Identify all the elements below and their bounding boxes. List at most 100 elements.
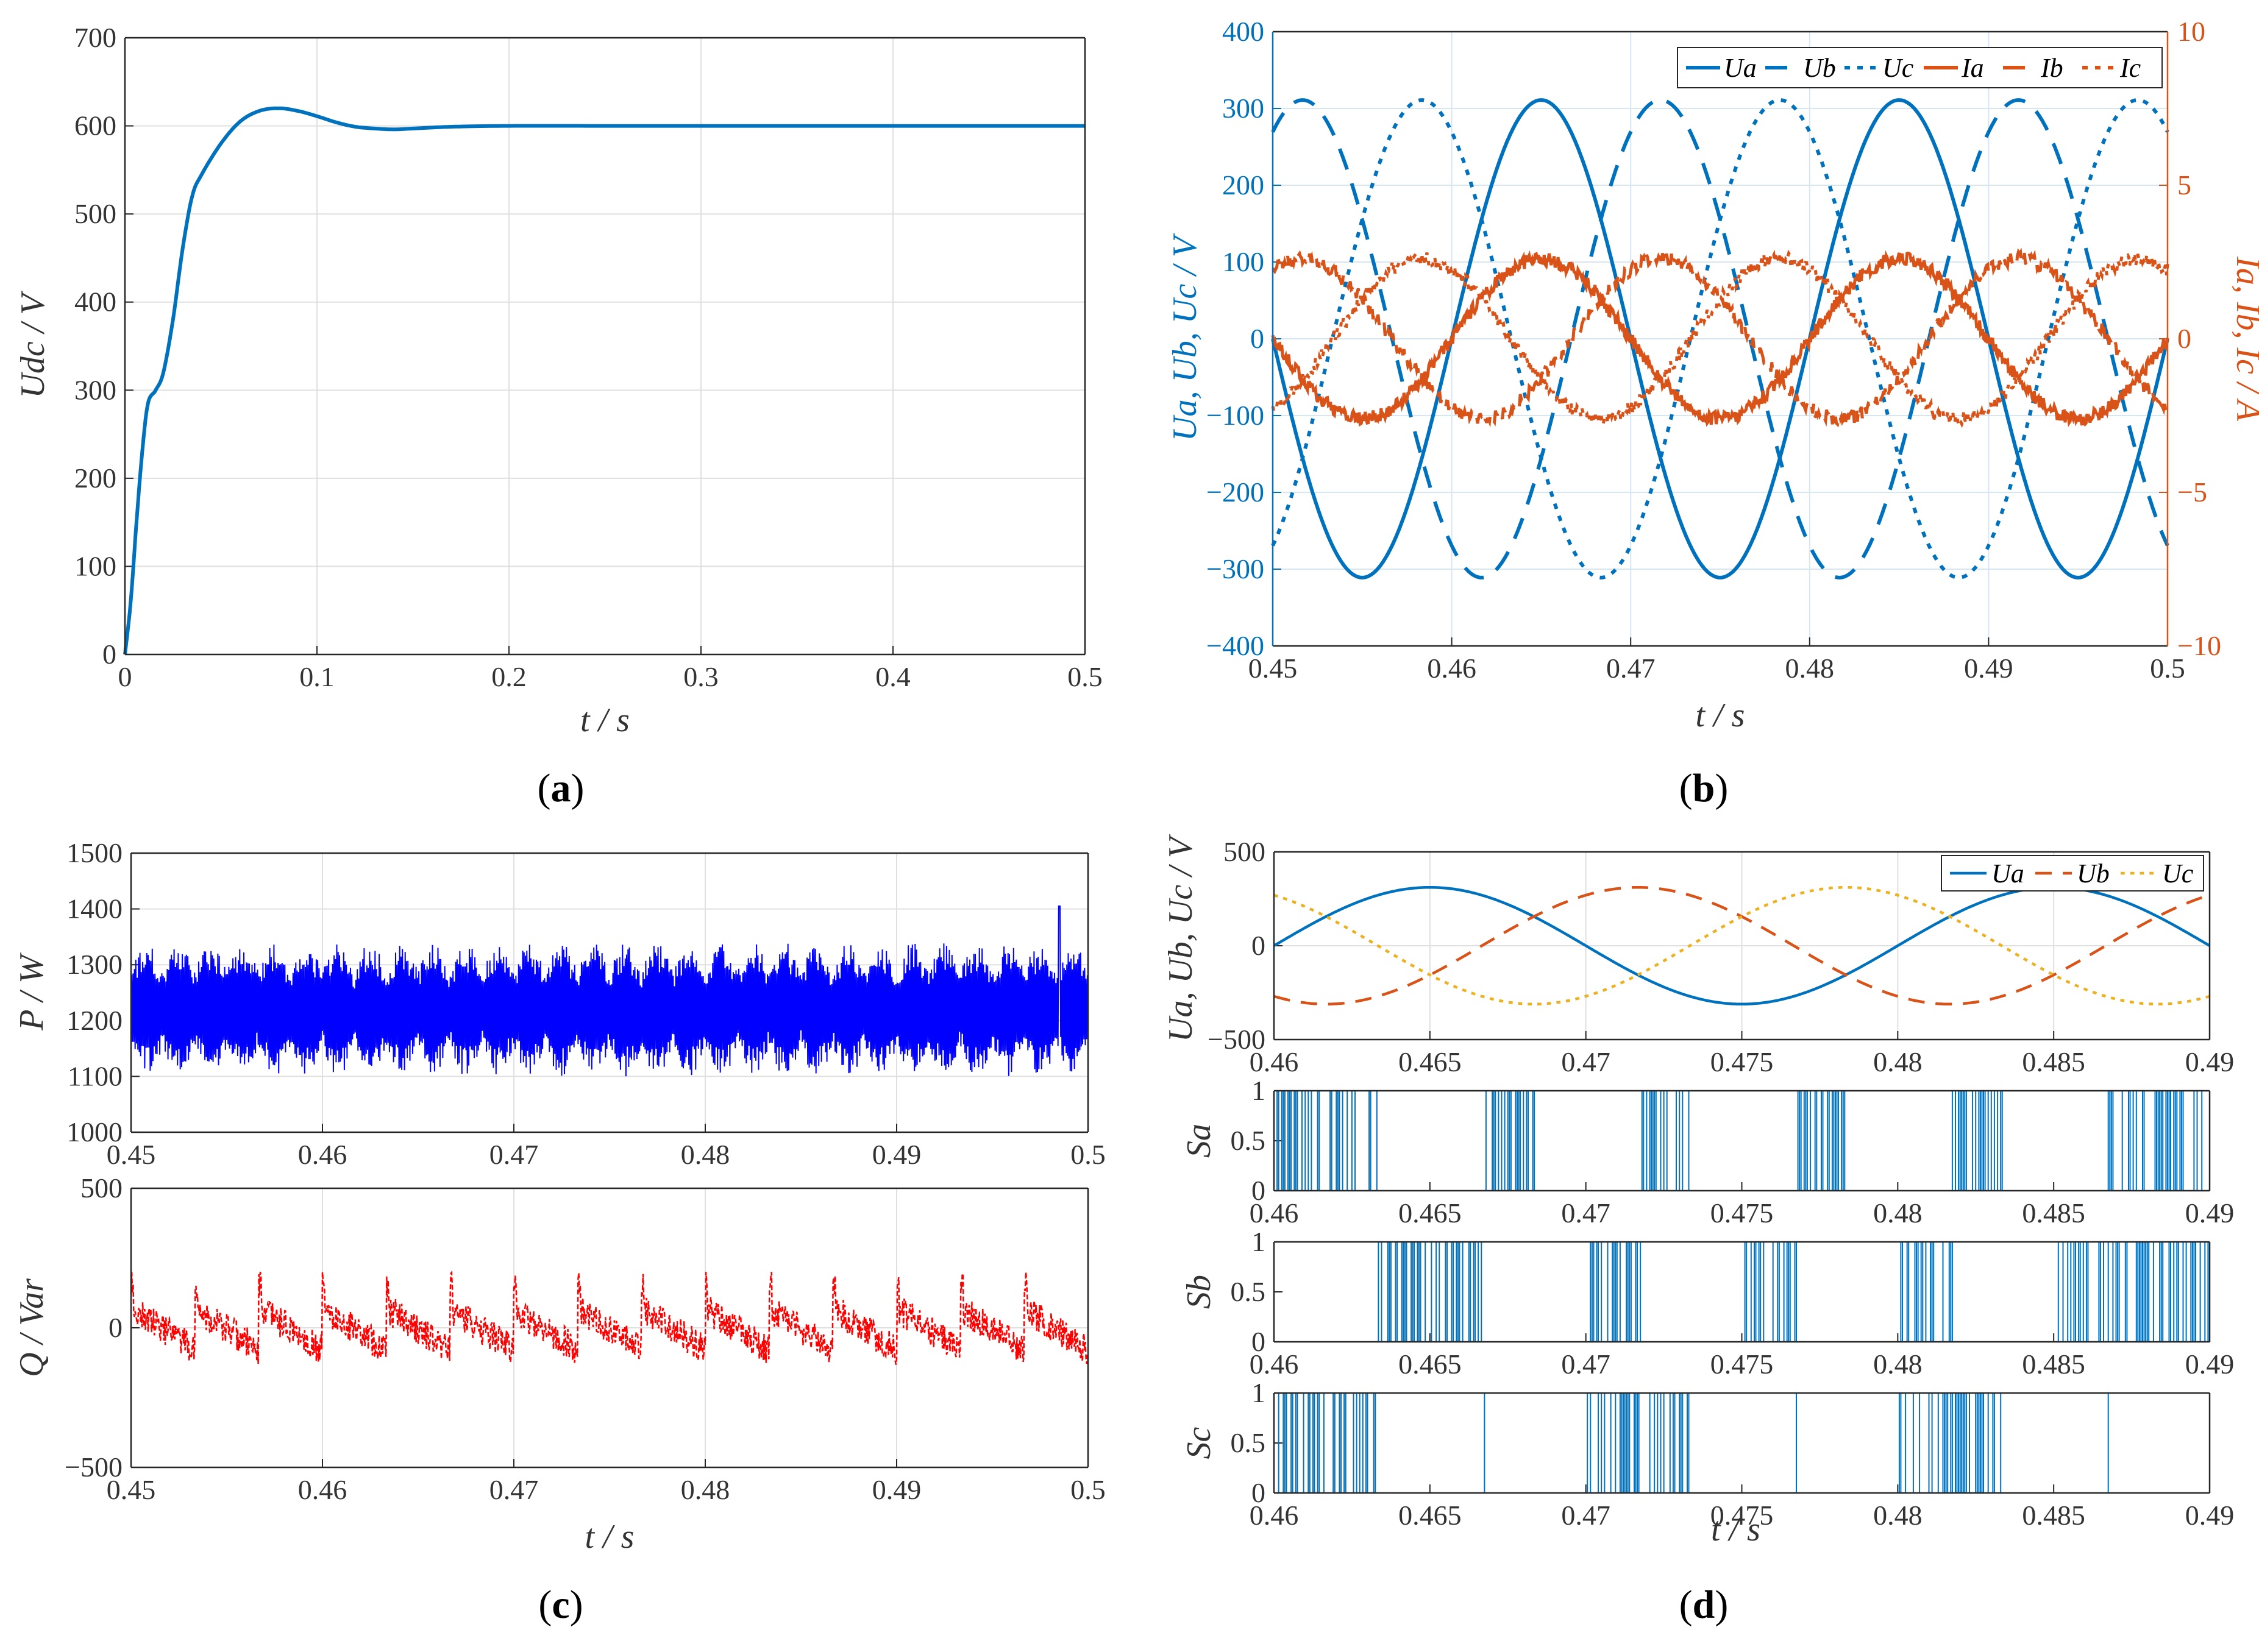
- panel-label-close: ): [571, 766, 585, 810]
- x-tick-label: 0.5: [1070, 1474, 1106, 1505]
- axes-d-voltage: 0.46 0.465 0.47 0.475 0.48 0.485 0.49 −500 0 500 U…: [1162, 834, 2234, 1077]
- legend-label: Ua: [1991, 859, 2024, 888]
- axes-a: 0 0.1 0.2 0.3 0.4 0.5 0 100 200 300 400 500 600 700 t …: [14, 22, 1103, 739]
- x-tick-label: 0.48: [1873, 1500, 1923, 1531]
- y-tick-label: 1300: [66, 949, 123, 980]
- y-axis-label: Udc / V: [14, 291, 52, 399]
- legend-label: Ia: [1961, 53, 1984, 83]
- x-tick-label: 0: [118, 661, 132, 692]
- y-right-tick-label: −10: [2177, 630, 2221, 661]
- panel-label-a: (a): [538, 766, 585, 810]
- y-tick-label: 1: [1251, 1226, 1265, 1257]
- legend: Ua Ub Uc: [1941, 855, 2204, 892]
- x-tick-label: 0.46: [1250, 1500, 1299, 1531]
- panel-label-d: (d): [1679, 1583, 1729, 1627]
- x-tick-label: 0.485: [2022, 1197, 2085, 1228]
- series-q-line: [130, 1270, 1089, 1365]
- y-tick-label: 1: [1251, 1377, 1265, 1408]
- x-tick-label: 0.46: [298, 1139, 347, 1170]
- y-tick-label: −400: [1206, 630, 1264, 661]
- y-tick-label: −200: [1206, 477, 1264, 508]
- panel-label-letter: c: [552, 1583, 569, 1627]
- series-p-line: [130, 906, 1089, 1077]
- series-ub-line: [1271, 98, 2169, 580]
- y-tick-label: 0: [1250, 323, 1264, 354]
- x-tick-label: 0.475: [1710, 1197, 1774, 1228]
- x-tick-label: 0.49: [2185, 1197, 2235, 1228]
- x-tick-label: 0.485: [2022, 1046, 2085, 1077]
- x-tick-label: 0.46: [1250, 1197, 1299, 1228]
- series-ib-line: [1272, 247, 2169, 428]
- y-right-tick-label: 0: [2177, 323, 2191, 354]
- axes-c-top: 0.45 0.46 0.47 0.48 0.49 0.5 1000 1100 1200 1300 1…: [13, 837, 1106, 1170]
- x-tick-label: 0.485: [2022, 1500, 2085, 1531]
- y-tick-label: 0.5: [1231, 1276, 1266, 1307]
- y-tick-label: 200: [1222, 169, 1264, 200]
- panel-label-close: ): [1715, 1583, 1728, 1627]
- legend: Ua Ub Uc Ia Ib Ic: [1677, 47, 2163, 88]
- x-tick-label: 0.48: [1873, 1197, 1923, 1228]
- x-tick-label: 0.46: [1427, 653, 1476, 684]
- y-axis-label: Sc: [1180, 1427, 1218, 1459]
- y-tick-label: −100: [1206, 400, 1264, 431]
- series-sa-line: [1274, 1090, 2210, 1191]
- x-axis-label: t / s: [585, 1518, 635, 1556]
- x-axis-label: t / s: [1696, 697, 1745, 734]
- y-axis-label: Q / Var: [13, 1278, 51, 1377]
- x-tick-label: 0.5: [2150, 653, 2185, 684]
- panel-label-letter: b: [1693, 766, 1715, 810]
- y-axis-label: Sa: [1180, 1124, 1218, 1158]
- x-tick-label: 0.47: [489, 1474, 539, 1505]
- y-right-tick-label: 10: [2177, 16, 2205, 47]
- panel-label-open: (: [538, 1583, 552, 1627]
- x-axis-label: t / s: [1711, 1511, 1760, 1548]
- x-tick-label: 0.5: [1070, 1139, 1106, 1170]
- x-tick-label: 0.49: [872, 1474, 922, 1505]
- panel-label-close: ): [1715, 766, 1728, 810]
- panel-label-letter: d: [1693, 1583, 1715, 1627]
- x-tick-label: 0.465: [1398, 1046, 1462, 1077]
- y-tick-label: 400: [74, 286, 116, 317]
- y-right-tick-label: −5: [2177, 477, 2207, 508]
- panel-label-open: (: [1679, 766, 1693, 810]
- panel-label-open: (: [538, 766, 551, 810]
- x-tick-label: 0.3: [683, 661, 719, 692]
- x-tick-label: 0.5: [1067, 661, 1103, 692]
- axes-d-sa: 0.46 0.465 0.47 0.475 0.48 0.485 0.49 0 0.5 1 Sa: [1180, 1075, 2234, 1228]
- y-axis-label: Ua, Ub, Uc / V: [1162, 834, 1200, 1042]
- x-tick-label: 0.475: [1710, 1500, 1774, 1531]
- legend-label: Uc: [1882, 53, 1914, 83]
- x-tick-label: 0.485: [2022, 1349, 2085, 1380]
- y-tick-label: 0: [1251, 1326, 1265, 1357]
- y-tick-label: 300: [74, 374, 116, 405]
- x-tick-label: 0.47: [1561, 1046, 1610, 1077]
- x-tick-label: 0.46: [298, 1474, 347, 1505]
- x-tick-label: 0.47: [1561, 1349, 1610, 1380]
- x-tick-label: 0.465: [1398, 1197, 1462, 1228]
- axes-d-sb: 0.46 0.465 0.47 0.475 0.48 0.485 0.49 0 0.5 1 Sb: [1180, 1226, 2234, 1380]
- y-tick-label: 0: [102, 639, 116, 670]
- plot-area: [1274, 1091, 2210, 1191]
- x-tick-label: 0.49: [1964, 653, 2013, 684]
- y-tick-label: 100: [74, 550, 116, 581]
- y-tick-label: −500: [65, 1452, 123, 1483]
- plot-area: [125, 38, 1085, 654]
- x-tick-label: 0.475: [1710, 1046, 1774, 1077]
- x-tick-label: 0.47: [489, 1139, 539, 1170]
- y-tick-label: 1100: [68, 1060, 123, 1091]
- series-ic-line: [1271, 249, 2169, 431]
- axes-b: 0.45 0.46 0.47 0.48 0.49 0.5−400−300−200−1000…: [1166, 16, 2259, 734]
- y-tick-label: 100: [1222, 246, 1264, 277]
- series-uc-line: [1271, 98, 2169, 580]
- panel-label-b: (b): [1679, 766, 1729, 810]
- panel-label-close: ): [570, 1583, 583, 1627]
- y-tick-label: 500: [1223, 836, 1265, 867]
- x-tick-label: 0.45: [1248, 653, 1298, 684]
- legend-label: Ub: [2077, 859, 2110, 888]
- x-tick-label: 0.45: [107, 1139, 156, 1170]
- legend-label: Ib: [2040, 53, 2063, 83]
- y-tick-label: 500: [80, 1172, 123, 1204]
- y-tick-label: 1: [1251, 1075, 1265, 1106]
- x-tick-label: 0.47: [1561, 1197, 1610, 1228]
- x-tick-label: 0.49: [872, 1139, 922, 1170]
